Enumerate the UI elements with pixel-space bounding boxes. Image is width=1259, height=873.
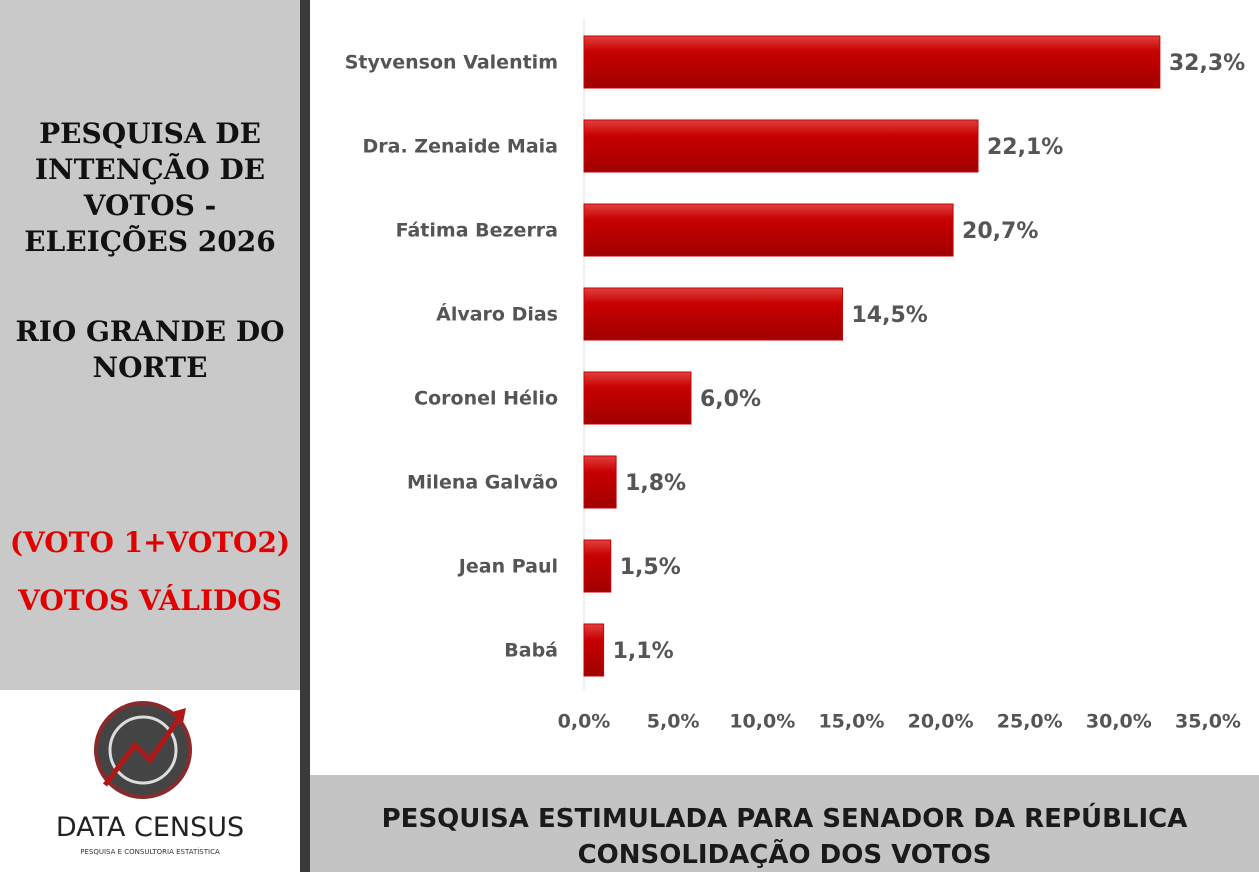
logo-tagline: PESQUISA E CONSULTORIA ESTATÍSTICA xyxy=(80,848,220,856)
panel-note: VOTOS VÁLIDOS xyxy=(18,584,282,617)
caption-line: CONSOLIDAÇÃO DOS VOTOS xyxy=(577,840,992,870)
value-label: 6,0% xyxy=(700,387,761,412)
x-tick-label: 5,0% xyxy=(647,711,700,733)
logo-name: DATA CENSUS xyxy=(55,812,245,843)
value-label: 1,8% xyxy=(625,471,686,496)
bar xyxy=(583,455,617,509)
panel-region: RIO GRANDE DO NORTE xyxy=(15,315,285,384)
bar xyxy=(583,287,844,341)
x-tick-label: 35,0% xyxy=(1175,711,1241,733)
category-label: Styvenson Valentim xyxy=(345,52,558,74)
value-label: 14,5% xyxy=(852,303,928,328)
bar xyxy=(583,119,979,173)
x-tick-label: 25,0% xyxy=(997,711,1063,733)
category-label: Jean Paul xyxy=(457,556,558,578)
x-tick-label: 15,0% xyxy=(818,711,884,733)
value-label: 1,5% xyxy=(620,555,681,580)
value-label: 32,3% xyxy=(1169,51,1245,76)
divider xyxy=(300,0,310,872)
bar xyxy=(583,623,605,677)
caption-line: PESQUISA ESTIMULADA PARA SENADOR DA REPÚ… xyxy=(381,804,1188,834)
x-tick-label: 30,0% xyxy=(1086,711,1152,733)
x-tick-label: 10,0% xyxy=(729,711,795,733)
category-label: Coronel Hélio xyxy=(414,388,558,410)
panel-title: PESQUISA DE INTENÇÃO DE VOTOS - ELEIÇÕES… xyxy=(24,117,276,258)
bar xyxy=(583,203,954,257)
caption: PESQUISA ESTIMULADA PARA SENADOR DA REPÚ… xyxy=(310,775,1259,872)
x-tick-label: 20,0% xyxy=(908,711,974,733)
category-label: Fátima Bezerra xyxy=(396,220,558,242)
value-label: 22,1% xyxy=(987,135,1063,160)
x-tick-label: 0,0% xyxy=(558,711,611,733)
category-label: Dra. Zenaide Maia xyxy=(363,136,558,158)
bar xyxy=(583,539,612,593)
category-label: Milena Galvão xyxy=(407,472,558,494)
bar xyxy=(583,35,1161,89)
category-label: Babá xyxy=(504,640,558,662)
value-label: 20,7% xyxy=(962,219,1038,244)
value-label: 1,1% xyxy=(613,639,674,664)
chart: 0,0% 5,0% 10,0% 15,0% 20,0% 25,0% 30,0% 35,0% 32… xyxy=(345,20,1245,733)
side-panel: PESQUISA DE INTENÇÃO DE VOTOS - ELEIÇÕES… xyxy=(0,0,300,690)
panel-note: (VOTO 1+VOTO2) xyxy=(9,526,291,559)
logo: DATA CENSUS PESQUISA E CONSULTORIA ESTAT… xyxy=(0,690,300,872)
bar xyxy=(583,371,692,425)
logo-icon xyxy=(94,701,192,799)
category-label: Álvaro Dias xyxy=(436,303,558,326)
